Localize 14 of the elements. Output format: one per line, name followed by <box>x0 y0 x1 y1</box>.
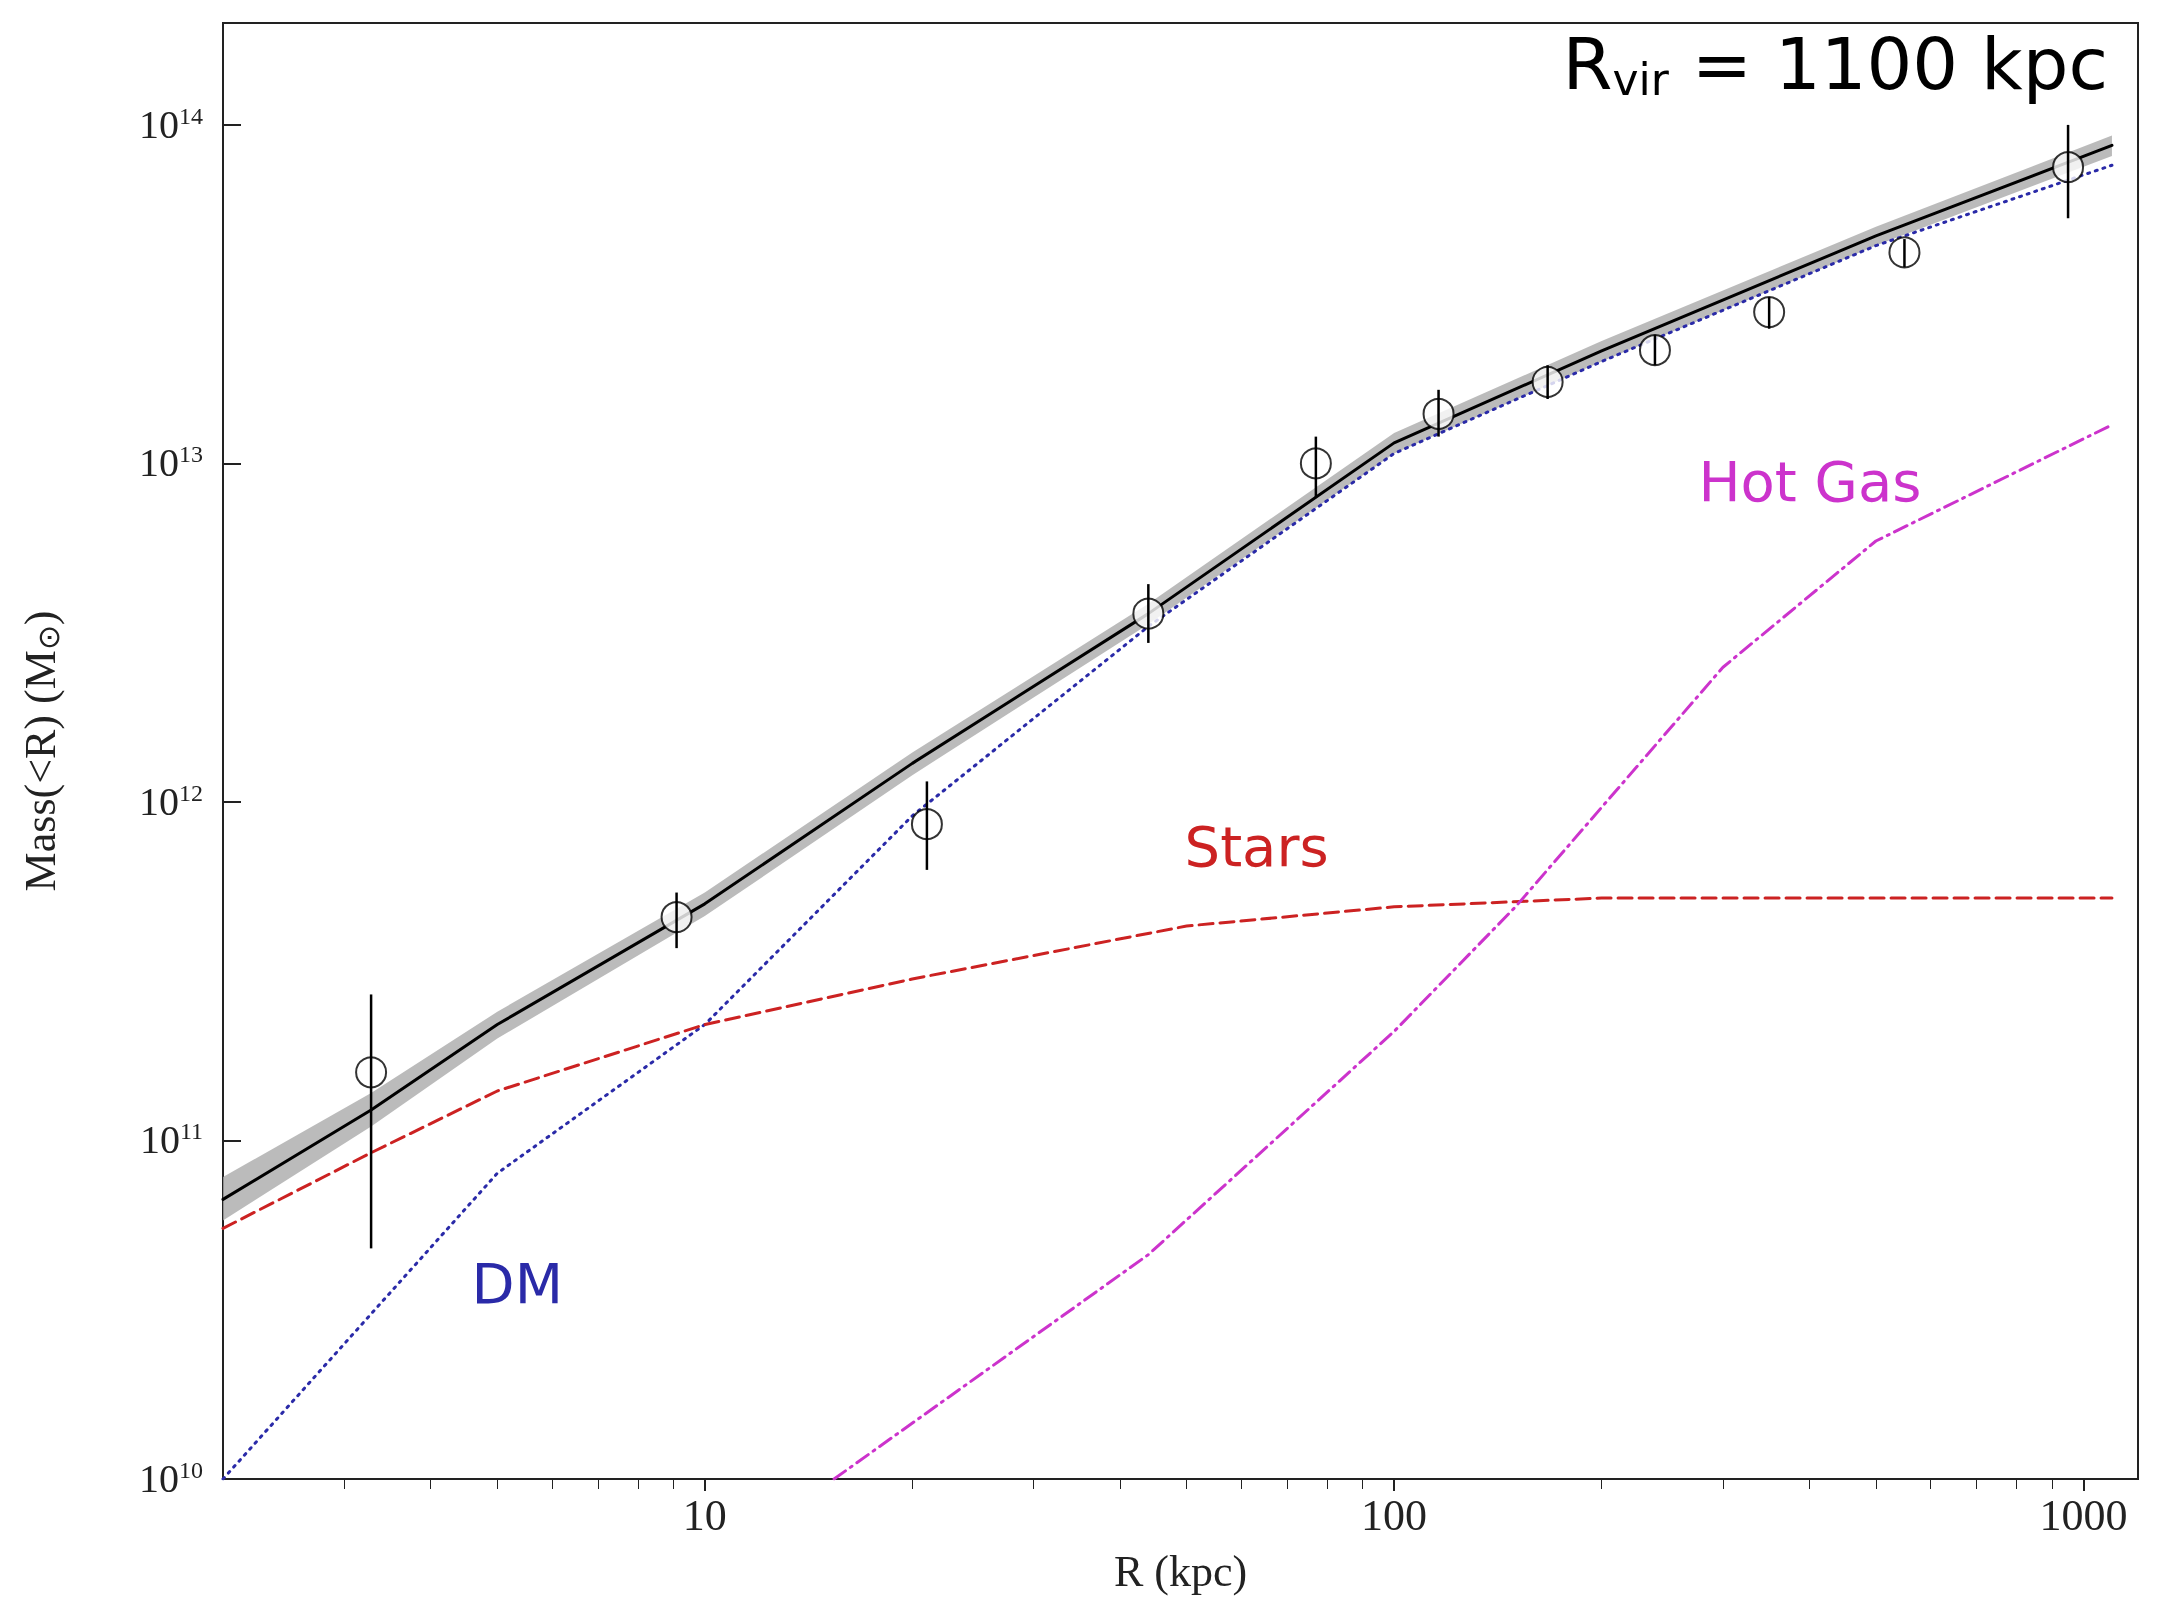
series-label: Stars <box>1184 813 1329 879</box>
x-tick-label: 100 <box>1361 1490 1428 1540</box>
x-tick-label: 1000 <box>2039 1490 2128 1540</box>
y-tick-label: 10$^{11}$ <box>139 1117 203 1163</box>
y-tick-label: 10$^{13}$ <box>139 440 203 486</box>
x-tick-label: 10 <box>682 1490 727 1540</box>
series-label: Hot Gas <box>1698 448 1922 514</box>
series-label: DM <box>471 1250 564 1316</box>
y-tick-label: 10$^{14}$ <box>139 101 203 147</box>
annotation: Rvir = 1100 kpc <box>1562 22 2109 106</box>
y-tick-label: 10$^{10}$ <box>139 1456 203 1501</box>
x-axis-title: R (kpc) <box>1113 1546 1248 1596</box>
y-axis-title: Mass(<R) (M⊙) <box>15 610 65 892</box>
y-tick-label: 10$^{12}$ <box>139 778 203 824</box>
